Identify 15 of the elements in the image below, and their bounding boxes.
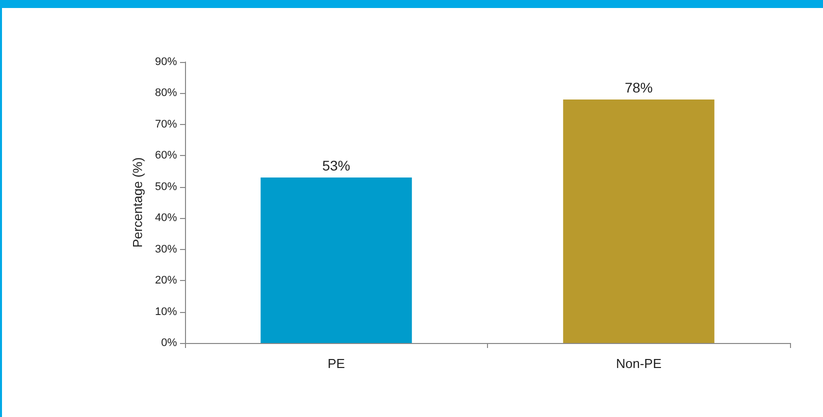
y-tick-label: 80%	[154, 87, 178, 100]
data-label: 78%	[624, 79, 653, 96]
y-tick-label: 90%	[154, 56, 178, 68]
y-tick-label: 70%	[154, 118, 178, 130]
x-tick-label: Non-PE	[616, 356, 662, 371]
y-tick-label: 40%	[154, 212, 178, 224]
y-tick-label: 0%	[161, 337, 178, 349]
y-axis-title: Percentage (%)	[130, 157, 146, 248]
data-label: 53%	[322, 158, 350, 174]
y-tick-label: 60%	[154, 150, 178, 162]
x-tick-label: PE	[328, 356, 346, 371]
y-tick-label: 10%	[154, 306, 178, 318]
y-tick-label: 20%	[154, 274, 178, 287]
y-tick-label: 30%	[154, 243, 178, 256]
y-tick-label: 50%	[154, 180, 178, 193]
